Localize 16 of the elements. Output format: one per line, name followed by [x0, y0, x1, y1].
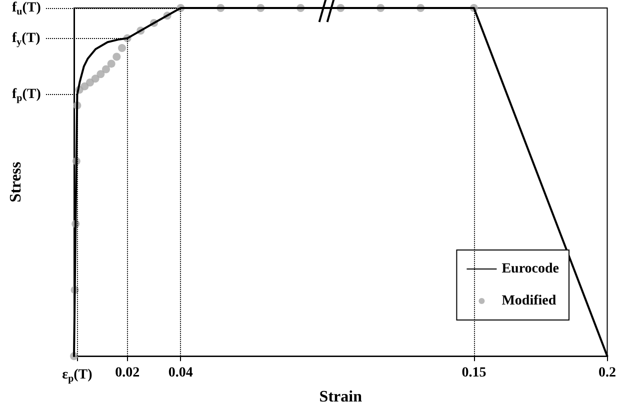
point	[91, 74, 100, 83]
x-tick-label: 0.15	[462, 366, 486, 381]
y-axis-title: Stress	[8, 162, 24, 202]
point	[102, 65, 110, 74]
x-tick-label: 0.02	[115, 366, 140, 381]
x-tick-label: 0.2	[598, 366, 616, 381]
legend-label: Eurocode	[502, 262, 560, 276]
point	[86, 78, 94, 86]
point	[80, 82, 89, 90]
point	[96, 70, 105, 78]
legend-label: Modified	[502, 294, 556, 308]
point	[112, 52, 121, 61]
point	[118, 44, 126, 52]
x-tick-label: 0.04	[168, 366, 193, 381]
point	[107, 60, 116, 68]
x-axis-title: Strain	[319, 388, 362, 406]
